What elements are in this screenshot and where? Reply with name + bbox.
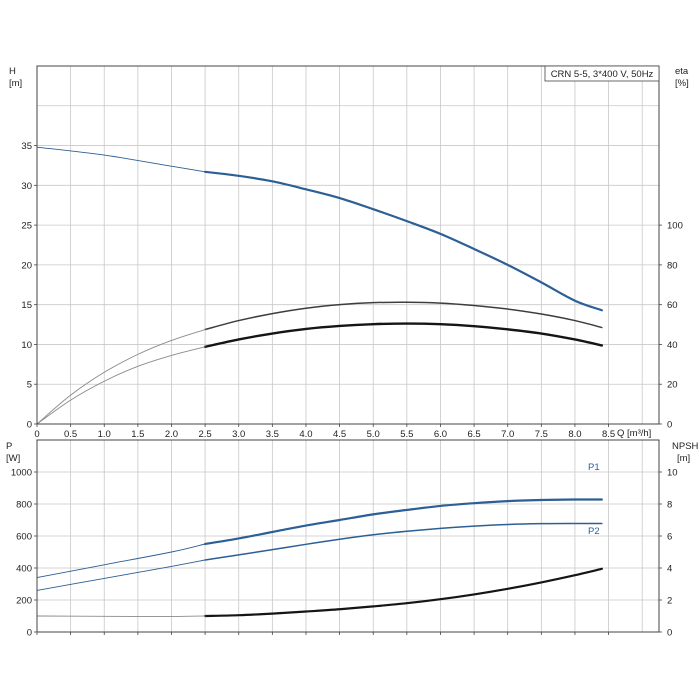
x-tick-label: 2.0	[165, 429, 178, 440]
series-label-p1: P1	[588, 462, 600, 473]
label-layer: 0 0.5 1.0 1.5 2.0 2.5 3.0 3.5 4.0 4.5 5.0 5.5 6.0 6.5…	[11, 141, 683, 638]
bottom-right-axis-unit: [m]	[677, 453, 690, 464]
series-line-head-efficiency-4	[203, 322, 604, 349]
x-tick-label: 3.0	[232, 429, 245, 440]
series-line-head-efficiency-3	[36, 329, 206, 425]
y-right-tick-label: 0	[667, 628, 672, 639]
y-left-tick-label: 15	[21, 300, 32, 311]
bottom-left-axis-title: P	[6, 441, 12, 452]
x-tick-label: 7.5	[535, 429, 548, 440]
y-left-tick-label: 200	[16, 596, 32, 607]
y-right-tick-label: 80	[667, 260, 678, 271]
y-right-tick-label: 0	[667, 420, 672, 431]
x-tick-label: 4.5	[333, 429, 346, 440]
y-left-tick-label: 0	[27, 420, 32, 431]
y-right-tick-label: 4	[667, 564, 672, 575]
x-tick-label: 1.0	[98, 429, 111, 440]
y-right-tick-label: 60	[667, 300, 678, 311]
x-tick-label: 6.0	[434, 429, 447, 440]
plot-frame	[36, 439, 660, 633]
x-tick-label: 0.5	[64, 429, 77, 440]
x-tick-label: 7.0	[501, 429, 514, 440]
y-left-tick-label: 0	[27, 628, 32, 639]
x-tick-label: 3.5	[266, 429, 279, 440]
x-tick-label: 4.0	[299, 429, 312, 440]
series-line-power-npsh-0	[204, 498, 603, 546]
series-line-head-efficiency-1	[36, 146, 206, 173]
series-line-power-npsh-2	[204, 522, 603, 561]
x-axis-title: Q [m³/h]	[617, 428, 651, 439]
x-tick-label: 1.5	[131, 429, 144, 440]
bottom-left-axis-unit: [W]	[6, 453, 20, 464]
title-box	[544, 65, 660, 82]
y-left-tick-label: 25	[21, 221, 32, 232]
y-left-tick-label: 600	[16, 532, 32, 543]
y-right-tick-label: 6	[667, 532, 672, 543]
y-right-tick-label: 20	[667, 380, 678, 391]
grid-layer	[34, 65, 662, 635]
y-left-tick-label: 5	[27, 380, 32, 391]
bottom-right-axis-title: NPSH	[672, 441, 699, 452]
top-left-axis-unit: [m]	[9, 78, 22, 89]
series-line-power-npsh-4	[204, 567, 603, 618]
x-tick-label: 5.5	[400, 429, 413, 440]
series-line-head-efficiency-0	[204, 170, 603, 312]
y-left-tick-label: 800	[16, 500, 32, 511]
series-line-power-npsh-3	[36, 559, 206, 591]
frame-layer	[36, 65, 660, 633]
series-line-head-efficiency-5	[36, 346, 206, 425]
series-label-p2: P2	[588, 526, 600, 537]
top-left-axis-title: H	[9, 66, 16, 77]
x-tick-label: 2.5	[198, 429, 211, 440]
x-tick-label: 6.5	[467, 429, 480, 440]
y-right-tick-label: 2	[667, 596, 672, 607]
y-left-tick-label: 10	[21, 340, 32, 351]
y-left-tick-label: 30	[21, 181, 32, 192]
y-right-tick-label: 8	[667, 500, 672, 511]
y-right-tick-label: 10	[667, 468, 678, 479]
x-tick-label: 8.5	[602, 429, 615, 440]
x-tick-label: 0	[34, 429, 39, 440]
x-tick-label: 8.0	[568, 429, 581, 440]
top-right-axis-title: eta	[675, 66, 689, 77]
y-right-tick-label: 100	[667, 221, 683, 232]
curve-layer	[36, 146, 604, 618]
series-line-head-efficiency-2	[204, 301, 603, 331]
y-left-tick-label: 20	[21, 260, 32, 271]
x-tick-label: 5.0	[367, 429, 380, 440]
y-left-tick-label: 35	[21, 141, 32, 152]
y-left-tick-label: 1000	[11, 468, 32, 479]
top-right-axis-unit: [%]	[675, 78, 689, 89]
y-left-tick-label: 400	[16, 564, 32, 575]
chart-title: CRN 5-5, 3*400 V, 50Hz	[551, 69, 654, 80]
y-right-tick-label: 40	[667, 340, 678, 351]
series-line-power-npsh-1	[36, 543, 206, 579]
plot-frame	[36, 65, 660, 425]
